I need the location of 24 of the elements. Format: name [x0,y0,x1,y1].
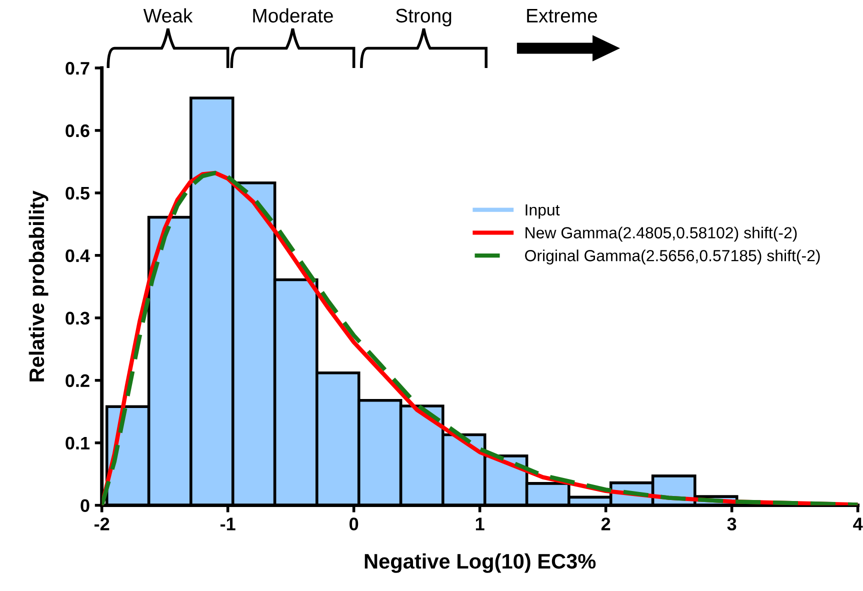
y-tick-label: 0.4 [66,249,90,262]
x-axis-title: Negative Log(10) EC3% [364,553,596,573]
x-tick-label: 3 [727,518,736,530]
y-axis-title: Relative probability [28,190,48,382]
y-tick-label: 0.3 [66,312,90,325]
y-tick-label: 0 [80,499,90,512]
legend-label: Input [526,204,560,219]
legend-label: Original Gamma(2.5656,0.57185) shift(-2) [525,250,820,264]
text: Extreme [527,9,598,23]
y-tick-label: 0.7 [66,62,90,75]
x-tick-label: 0 [350,518,358,530]
y-tick-label: 0.6 [66,124,90,138]
x-tick-label: 1 [476,518,484,530]
x-tick-label: 2 [601,518,610,530]
text: Moderate [253,8,333,23]
text: Strong [396,8,452,26]
legend-label: New Gamma(2.4805,0.58102) shift(-2) [526,226,797,242]
x-tick-label: 4 [853,518,863,530]
y-tick-label: 0.5 [66,186,90,200]
x-tick-label: -1 [220,518,236,530]
y-tick-label: 0.2 [66,374,90,388]
y-tick-label: 0.1 [66,436,90,450]
x-tick-label: -2 [94,518,110,530]
text: Weak [143,8,193,23]
